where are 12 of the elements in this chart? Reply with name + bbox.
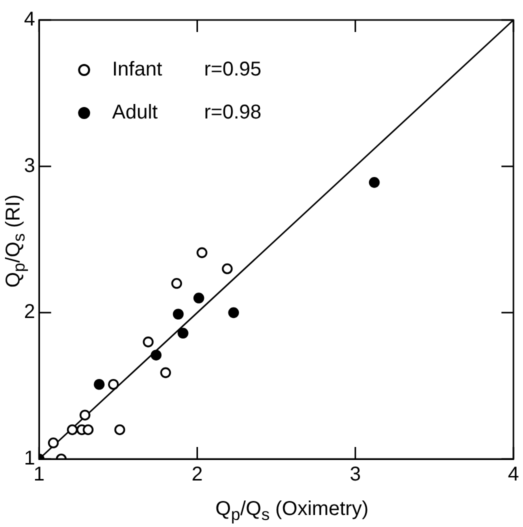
legend-label: Infant <box>112 58 163 81</box>
y-tick-label: 3 <box>24 154 36 177</box>
annotation: r=0.98 <box>204 102 262 124</box>
x-tick-label: 3 <box>350 464 361 486</box>
x-axis-title: Q$_{p}$/Q$_{s}$ (Oximetry) <box>214 498 370 525</box>
annotation: r=0.95 <box>204 58 262 81</box>
x-tick-label: 4 <box>508 464 519 486</box>
y-tick-label: 1 <box>24 448 36 470</box>
legend-label: Adult <box>112 102 158 124</box>
x-tick-label: 2 <box>192 464 203 486</box>
y-tick-label: 4 <box>24 8 36 31</box>
y-tick-label: 2 <box>24 301 36 324</box>
